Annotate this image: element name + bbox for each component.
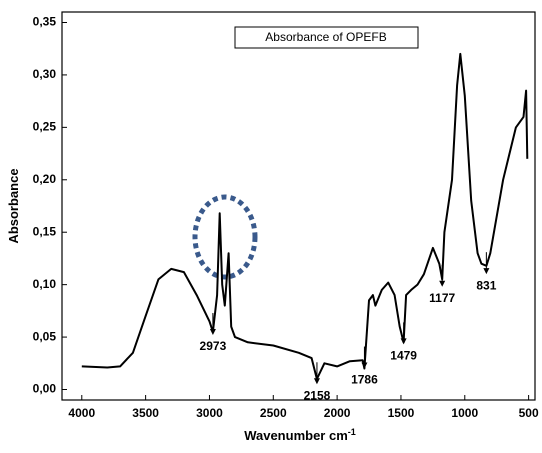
y-tick-label: 0,25	[33, 120, 57, 134]
y-tick-label: 0,30	[33, 67, 57, 81]
annotation-label: 831	[476, 278, 496, 292]
y-tick-label: 0,00	[33, 382, 57, 396]
y-tick-label: 0,15	[33, 224, 57, 238]
plot-frame	[61, 11, 536, 401]
legend-box	[234, 26, 419, 49]
annotation-arrowhead	[400, 338, 407, 345]
y-tick-label: 0,05	[33, 329, 57, 343]
x-tick-label: 3000	[196, 406, 223, 420]
annotation-arrowhead	[483, 268, 490, 275]
annotation-label: 1177	[429, 291, 455, 305]
annotation-arrowhead	[209, 328, 216, 335]
x-tick-label: 3500	[132, 406, 159, 420]
x-tick-label: 1000	[451, 406, 478, 420]
y-tick-label: 0,10	[33, 277, 57, 291]
x-axis-title-main: Wavenumber cm	[244, 428, 348, 443]
highlight-ellipse	[192, 194, 258, 280]
y-tick-label: 0,20	[33, 172, 57, 186]
y-tick-label: 0,35	[33, 15, 57, 29]
x-tick-label: 4000	[68, 406, 95, 420]
annotation-label: 2158	[304, 388, 331, 402]
x-axis-title-sup: -1	[348, 427, 356, 437]
spectrum-line	[81, 52, 529, 380]
x-axis-title: Wavenumber cm-1	[244, 427, 356, 443]
annotation-arrowhead	[361, 362, 368, 369]
annotation-arrowhead	[439, 280, 446, 287]
annotation-label: 1786	[351, 373, 378, 387]
x-tick-label: 2000	[324, 406, 351, 420]
annotation-label: 1479	[390, 349, 417, 363]
annotation-label: 2973	[200, 339, 227, 353]
legend-label: Absorbance of OPEFB	[265, 30, 386, 44]
x-tick-label: 2500	[260, 406, 287, 420]
x-tick-label: 500	[519, 406, 539, 420]
x-tick-label: 1500	[388, 406, 415, 420]
y-axis-title: Absorbance	[6, 168, 21, 243]
annotation-arrowhead	[313, 378, 320, 385]
